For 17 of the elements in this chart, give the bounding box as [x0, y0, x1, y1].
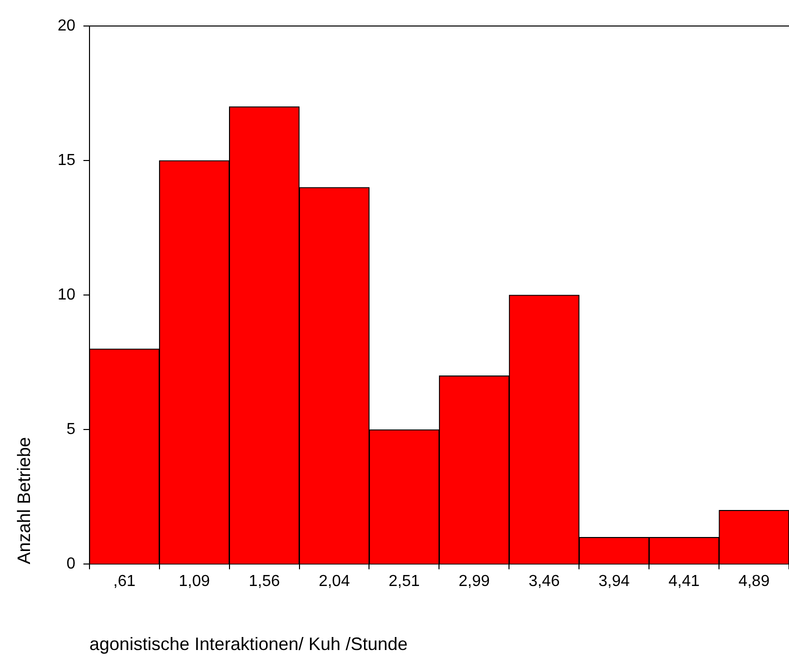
x-tick-label: 4,41 [668, 573, 700, 590]
x-tick-label: 3,46 [528, 573, 560, 590]
y-tick-label: 15 [58, 152, 76, 169]
x-tick-label: 1,09 [178, 573, 210, 590]
x-axis-title: agonistische Interaktionen/ Kuh /Stunde [89, 634, 408, 654]
x-tick-label: ,61 [113, 573, 136, 590]
y-axis-title: Anzahl Betriebe [14, 437, 34, 564]
y-tick-label: 20 [58, 17, 76, 34]
x-tick-label: 1,56 [248, 573, 280, 590]
x-tick-label: 2,04 [318, 573, 350, 590]
y-tick-label: 5 [66, 421, 76, 438]
x-tick-label: 3,94 [598, 573, 630, 590]
x-tick-label: 2,51 [388, 573, 420, 590]
x-tick-label: 2,99 [458, 573, 490, 590]
x-tick-label: 4,89 [738, 573, 770, 590]
y-tick-label: 0 [66, 556, 76, 573]
y-tick-label: 10 [58, 286, 76, 304]
